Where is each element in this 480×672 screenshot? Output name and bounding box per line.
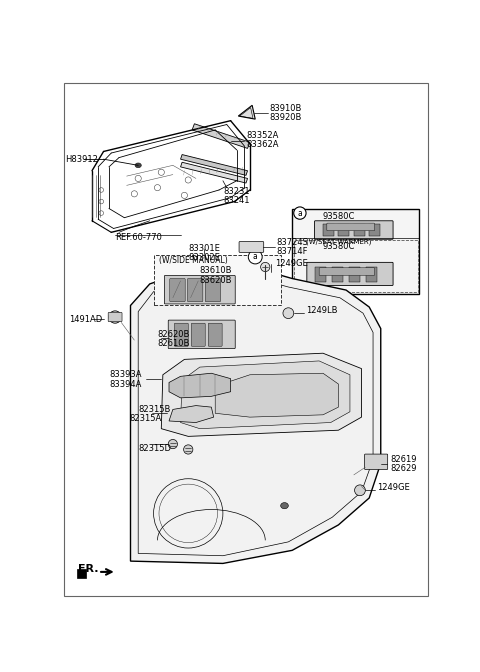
Circle shape [355,485,365,496]
Text: 82315A: 82315A [129,414,161,423]
Text: 1249GE: 1249GE [275,259,308,268]
Polygon shape [238,106,255,119]
Text: 93580C: 93580C [322,212,355,222]
Text: a: a [253,253,258,261]
Circle shape [184,445,193,454]
Polygon shape [180,361,350,429]
Bar [315,267,326,282]
Circle shape [248,250,262,264]
Text: 82629: 82629 [391,464,417,473]
Text: 1249LB: 1249LB [306,306,337,314]
FancyBboxPatch shape [208,323,222,346]
Text: REF.60-770: REF.60-770 [115,233,162,242]
FancyBboxPatch shape [307,262,393,286]
FancyBboxPatch shape [319,267,374,276]
Polygon shape [192,124,250,149]
Polygon shape [215,373,338,417]
FancyBboxPatch shape [314,221,393,239]
Text: 83362A: 83362A [246,140,278,149]
Text: a: a [298,208,302,218]
Text: 82620B: 82620B [157,330,190,339]
Polygon shape [169,406,214,423]
Text: 83393A: 83393A [109,370,142,379]
Bar [354,224,365,236]
Text: 83920B: 83920B [269,113,301,122]
Text: 82315D: 82315D [138,444,171,453]
FancyBboxPatch shape [168,320,235,349]
Text: FR.: FR. [78,564,99,574]
Bar [292,209,419,294]
FancyBboxPatch shape [170,278,185,302]
Ellipse shape [281,503,288,509]
FancyBboxPatch shape [365,454,388,470]
Text: 83241: 83241 [223,196,250,205]
Bar [338,224,349,236]
Text: 83301E: 83301E [188,244,220,253]
Text: 1491AD: 1491AD [69,315,102,324]
Text: 93580C: 93580C [322,242,355,251]
FancyBboxPatch shape [327,223,374,230]
Circle shape [168,439,178,449]
Bar [366,267,377,282]
Text: 83231: 83231 [223,187,250,196]
Bar [349,267,360,282]
Ellipse shape [135,163,141,167]
Text: 83394A: 83394A [109,380,141,388]
Bar [77,569,86,578]
Bar [154,255,281,306]
Text: 82619: 82619 [391,455,417,464]
Text: 82315B: 82315B [138,405,170,414]
Polygon shape [180,162,248,183]
Polygon shape [131,267,381,563]
Text: 1249GE: 1249GE [377,482,409,492]
Text: H83912: H83912 [65,155,98,164]
Bar [332,267,343,282]
Circle shape [261,262,270,271]
Text: 82610B: 82610B [157,339,190,349]
Text: 83352A: 83352A [246,131,278,140]
Circle shape [109,311,121,323]
FancyBboxPatch shape [164,276,235,304]
FancyBboxPatch shape [239,241,264,253]
Text: 83610B: 83610B [200,266,232,276]
Bar [323,224,334,236]
Text: 83302E: 83302E [188,253,220,262]
FancyBboxPatch shape [192,323,205,346]
Text: (W/SIDE MANUAL): (W/SIDE MANUAL) [159,255,228,265]
FancyBboxPatch shape [205,278,221,302]
Circle shape [294,207,306,219]
Circle shape [283,308,294,319]
Text: 83620B: 83620B [200,276,232,284]
Text: (W/SEAT WARMER): (W/SEAT WARMER) [306,239,371,245]
Text: 83724S: 83724S [277,238,309,247]
FancyBboxPatch shape [174,323,188,346]
FancyBboxPatch shape [188,278,203,302]
Polygon shape [180,155,248,175]
Bar [294,240,418,292]
Text: 83714F: 83714F [277,247,308,256]
Polygon shape [161,353,361,436]
Text: 83910B: 83910B [269,104,301,113]
Polygon shape [169,373,230,398]
Bar [369,224,380,236]
FancyBboxPatch shape [108,312,122,322]
